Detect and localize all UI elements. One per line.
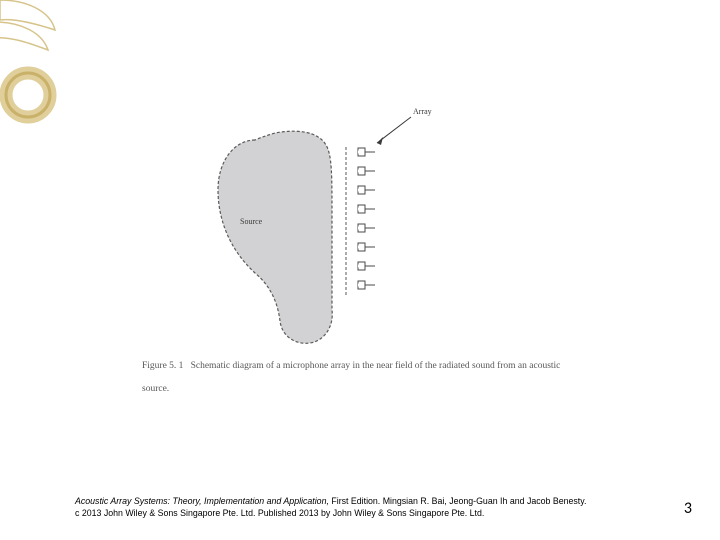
footer-rest1: First Edition. Mingsian R. Bai, Jeong-Gu…: [329, 496, 587, 506]
footer-line2: c 2013 John Wiley & Sons Singapore Pte. …: [75, 508, 484, 518]
page-number: 3: [684, 499, 692, 518]
slide-corner-decoration: [0, 0, 80, 130]
microphone-array: [358, 148, 375, 289]
footer-credit: Acoustic Array Systems: Theory, Implemen…: [75, 496, 655, 520]
figure-5-1: Source Array: [200, 105, 480, 335]
footer-title: Acoustic Array Systems: Theory, Implemen…: [75, 496, 329, 506]
figure-caption: Figure 5. 1 Schematic diagram of a micro…: [142, 355, 572, 401]
gold-ring-inner: [6, 73, 50, 117]
leaf-outline: [0, 0, 55, 30]
array-label: Array: [413, 107, 432, 116]
caption-text: Schematic diagram of a microphone array …: [142, 361, 560, 394]
caption-prefix: Figure 5. 1: [142, 361, 183, 371]
source-label: Source: [240, 217, 262, 226]
source-shape: [218, 131, 332, 343]
array-arrowhead: [377, 137, 383, 145]
